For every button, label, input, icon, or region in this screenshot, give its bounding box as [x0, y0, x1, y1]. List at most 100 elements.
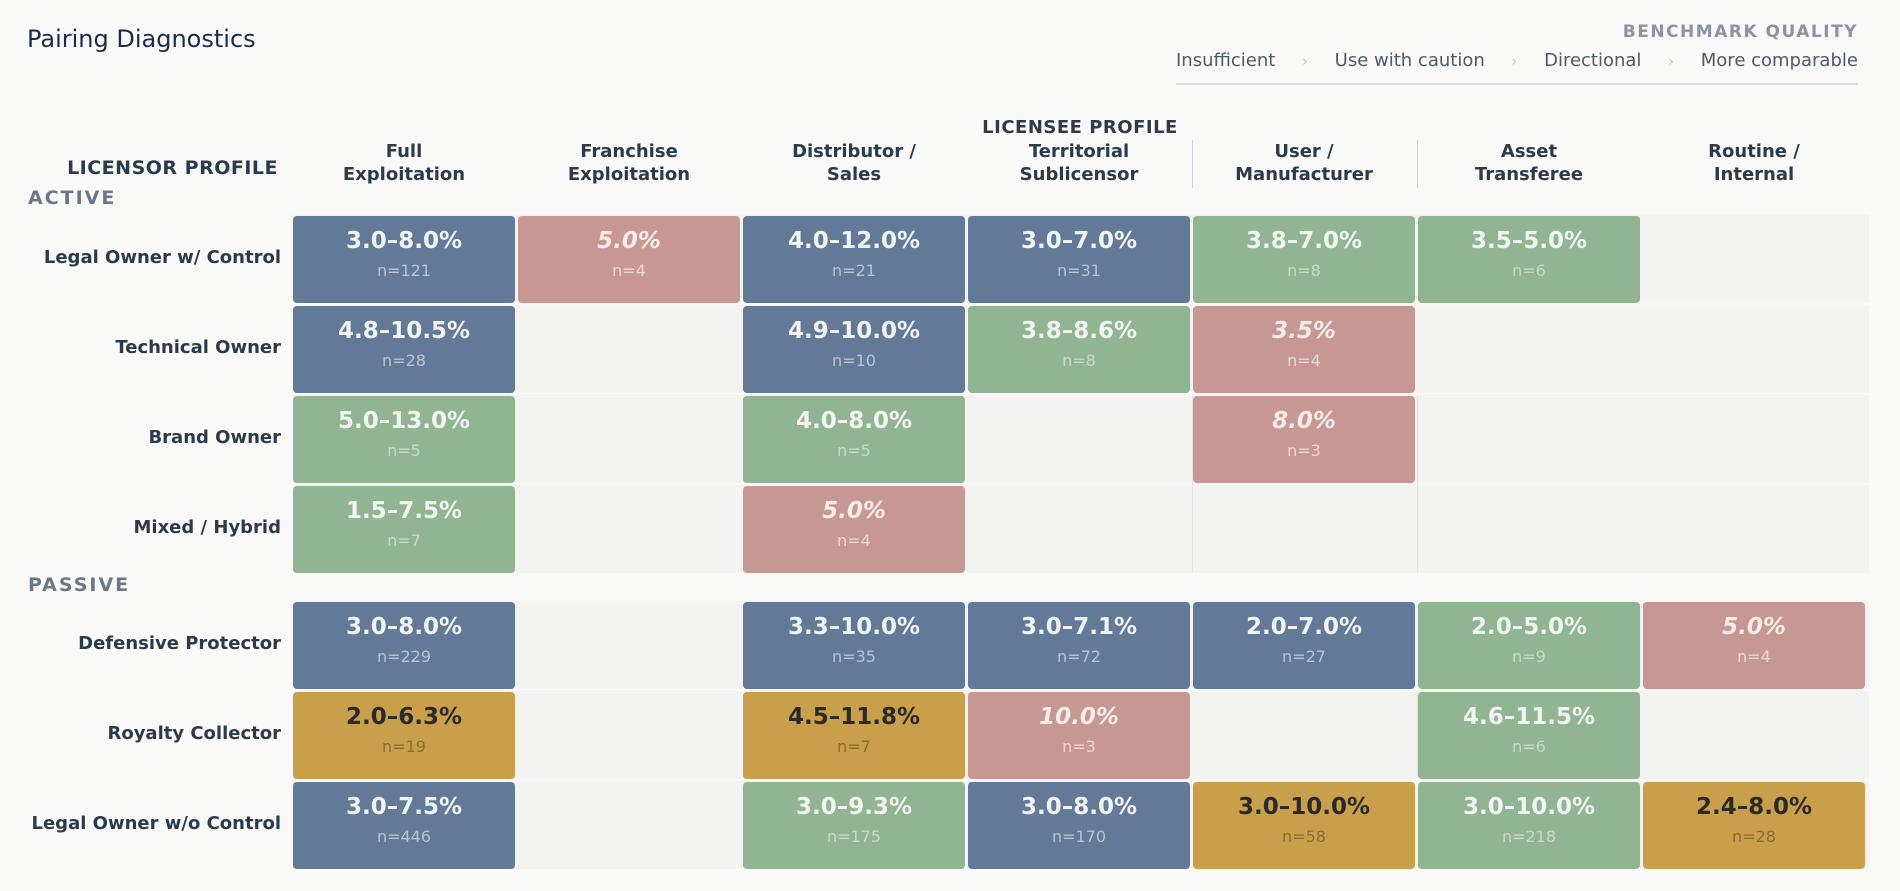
column-header: User / Manufacturer [1235, 141, 1373, 185]
heatmap-cell[interactable]: 3.0–10.0% n=218 [1418, 782, 1640, 869]
cell-value: 3.8–8.6% [1020, 318, 1138, 344]
cell-count: n=4 [1737, 647, 1771, 666]
cell-value: 3.0–10.0% [1237, 794, 1371, 820]
cell-count: n=121 [376, 261, 432, 280]
cell-count: n=7 [387, 531, 421, 550]
cell-value: 10.0% [1039, 704, 1119, 730]
cell-count: n=6 [1512, 261, 1546, 280]
heatmap-cell[interactable]: 2.0–7.0% n=27 [1193, 602, 1415, 689]
cell-count: n=7 [837, 737, 871, 756]
heatmap-cell[interactable]: 2.0–6.3% n=19 [293, 692, 515, 779]
heatmap-cell[interactable]: 3.5–5.0% n=6 [1418, 216, 1640, 303]
heatmap-cell[interactable]: 3.0–8.0% n=121 [293, 216, 515, 303]
cell-value: 3.5% [1272, 318, 1336, 344]
heatmap-cell[interactable]: 3.8–7.0% n=8 [1193, 216, 1415, 303]
heatmap-cell[interactable]: 4.5–11.8% n=7 [743, 692, 965, 779]
heatmap-cell[interactable]: 4.0–8.0% n=5 [743, 396, 965, 483]
row-label: Mixed / Hybrid [133, 517, 281, 538]
row-label: Royalty Collector [107, 723, 281, 744]
heatmap-cell[interactable]: 3.0–9.3% n=175 [743, 782, 965, 869]
cell-value: 3.3–10.0% [787, 614, 921, 640]
heatmap-cell[interactable]: 8.0% n=3 [1193, 396, 1415, 483]
cell-value: 4.5–11.8% [787, 704, 921, 730]
heatmap-cell[interactable]: 3.0–8.0% n=229 [293, 602, 515, 689]
cell-count: n=21 [832, 261, 876, 280]
cell-count: n=27 [1282, 647, 1326, 666]
heatmap-cell[interactable]: 3.5% n=4 [1193, 306, 1415, 393]
column-header: Routine / Internal [1708, 141, 1800, 185]
heatmap-cell[interactable]: 2.0–5.0% n=9 [1418, 602, 1640, 689]
row-label: Technical Owner [115, 337, 281, 358]
heatmap-cell[interactable]: 5.0% n=4 [1643, 602, 1865, 689]
cell-count: n=175 [826, 827, 882, 846]
row-label: Defensive Protector [78, 633, 281, 654]
cell-value: 3.0–7.0% [1020, 228, 1138, 254]
heatmap-cell[interactable]: 4.9–10.0% n=10 [743, 306, 965, 393]
cell-count: n=3 [1062, 737, 1096, 756]
heatmap-cell[interactable]: 5.0–13.0% n=5 [293, 396, 515, 483]
cell-count: n=72 [1057, 647, 1101, 666]
cell-count: n=9 [1512, 647, 1546, 666]
heatmap-cell[interactable]: 10.0% n=3 [968, 692, 1190, 779]
benchmark-quality-label: BENCHMARK QUALITY [1622, 22, 1858, 42]
cell-count: n=28 [1732, 827, 1776, 846]
cell-count: n=229 [376, 647, 432, 666]
cell-count: n=5 [837, 441, 871, 460]
column-header: Territorial Sublicensor [1019, 141, 1139, 185]
heatmap-cell[interactable]: 4.6–11.5% n=6 [1418, 692, 1640, 779]
cell-value: 4.6–11.5% [1462, 704, 1596, 730]
licensor-profile-label: LICENSOR PROFILE [67, 157, 278, 179]
cell-count: n=6 [1512, 737, 1546, 756]
cell-count: n=8 [1287, 261, 1321, 280]
column-divider [1192, 140, 1193, 188]
cell-value: 3.0–9.3% [795, 794, 913, 820]
cell-value: 4.8–10.5% [337, 318, 471, 344]
cell-value: 4.0–12.0% [787, 228, 921, 254]
heatmap-cell[interactable]: 3.0–7.1% n=72 [968, 602, 1190, 689]
column-header: Full Exploitation [342, 141, 466, 185]
heatmap-cell[interactable]: 3.0–7.0% n=31 [968, 216, 1190, 303]
heatmap-cell[interactable]: 3.0–8.0% n=170 [968, 782, 1190, 869]
heatmap-cell[interactable]: 4.0–12.0% n=21 [743, 216, 965, 303]
heatmap-cell[interactable]: 3.8–8.6% n=8 [968, 306, 1190, 393]
cell-value: 3.0–8.0% [1020, 794, 1138, 820]
row-band [293, 395, 1869, 483]
cell-value: 5.0% [1722, 614, 1786, 640]
cell-value: 4.9–10.0% [787, 318, 921, 344]
heatmap-cell[interactable]: 3.0–7.5% n=446 [293, 782, 515, 869]
benchmark-quality-legend: Insufficient › Use with caution › Direct… [1176, 50, 1858, 85]
cell-value: 2.4–8.0% [1695, 794, 1813, 820]
cell-value: 3.0–7.5% [345, 794, 463, 820]
row-label: Legal Owner w/ Control [43, 247, 281, 268]
cell-count: n=35 [832, 647, 876, 666]
cell-value: 3.0–8.0% [345, 614, 463, 640]
heatmap-cell[interactable]: 3.0–10.0% n=58 [1193, 782, 1415, 869]
cell-value: 3.0–10.0% [1462, 794, 1596, 820]
heatmap-cell[interactable]: 5.0% n=4 [743, 486, 965, 573]
legend-item-directional: Directional [1544, 50, 1642, 71]
legend-item-caution: Use with caution [1334, 50, 1485, 71]
cell-value: 2.0–6.3% [345, 704, 463, 730]
page-title: Pairing Diagnostics [27, 25, 256, 53]
heatmap-cell[interactable]: 4.8–10.5% n=28 [293, 306, 515, 393]
cell-count: n=4 [612, 261, 646, 280]
cell-value: 5.0% [597, 228, 661, 254]
column-divider [1417, 140, 1418, 188]
heatmap-cell[interactable]: 5.0% n=4 [518, 216, 740, 303]
cell-count: n=170 [1051, 827, 1107, 846]
heatmap-cell[interactable]: 1.5–7.5% n=7 [293, 486, 515, 573]
cell-value: 4.0–8.0% [795, 408, 913, 434]
cell-count: n=218 [1501, 827, 1557, 846]
section-label: PASSIVE [28, 574, 131, 596]
cell-count: n=4 [837, 531, 871, 550]
grid-line [1417, 395, 1418, 573]
cell-count: n=3 [1287, 441, 1321, 460]
legend-item-insufficient: Insufficient [1176, 50, 1276, 71]
cell-count: n=5 [387, 441, 421, 460]
grid-line [1417, 690, 1418, 778]
heatmap-cell[interactable]: 2.4–8.0% n=28 [1643, 782, 1865, 869]
cell-value: 3.5–5.0% [1470, 228, 1588, 254]
cell-value: 8.0% [1272, 408, 1336, 434]
column-header: Distributor / Sales [792, 141, 916, 185]
heatmap-cell[interactable]: 3.3–10.0% n=35 [743, 602, 965, 689]
